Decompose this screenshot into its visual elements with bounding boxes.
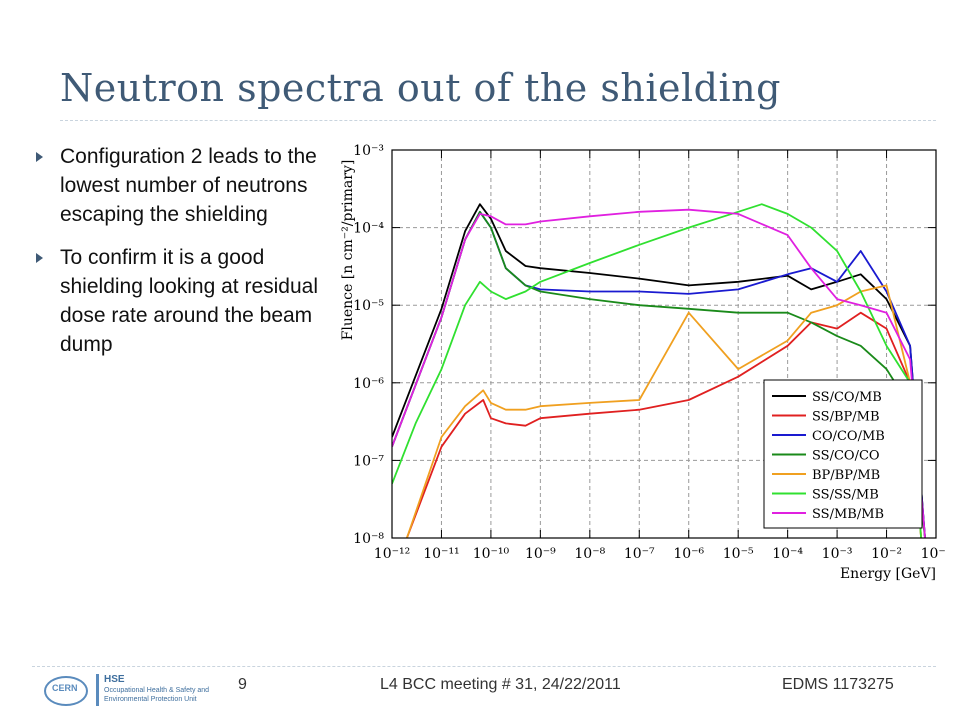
y-tick-label: 10⁻³ <box>353 143 384 159</box>
legend-label: SS/MB/MB <box>812 507 884 522</box>
x-tick-label: 10⁻⁷ <box>624 546 655 562</box>
page-number: 9 <box>238 676 247 693</box>
title-divider <box>60 120 936 121</box>
x-tick-label: 10⁻¹ <box>921 546 946 562</box>
y-tick-label: 10⁻⁶ <box>353 376 384 392</box>
cern-logo-text: CERN <box>52 683 78 693</box>
x-tick-label: 10⁻³ <box>822 546 853 562</box>
bullet-text: Configuration 2 leads to the lowest numb… <box>60 145 317 226</box>
x-tick-label: 10⁻⁹ <box>525 546 556 562</box>
x-tick-label: 10⁻⁶ <box>673 546 704 562</box>
meeting-label: L4 BCC meeting # 31, 24/22/2011 <box>380 676 621 693</box>
legend-label: SS/CO/MB <box>812 390 882 405</box>
x-tick-label: 10⁻¹⁰ <box>473 546 510 562</box>
cern-logo-icon <box>44 676 88 706</box>
y-tick-label: 10⁻⁷ <box>353 453 384 469</box>
legend-label: BP/BP/MB <box>812 468 880 483</box>
x-axis-label: Energy [GeV] <box>840 566 936 582</box>
series-line-ss-mb-mb <box>392 208 926 538</box>
legend-label: SS/SS/MB <box>812 488 879 503</box>
neutron-spectra-chart: 10⁻¹² 10⁻¹¹ 10⁻¹⁰ 10⁻⁹ 10⁻⁸ 10⁻⁷ 10⁻⁶ 10⁻⁵ 10⁻⁴ 1… <box>340 143 946 582</box>
x-tick-label: 10⁻¹¹ <box>423 546 459 562</box>
bullet-list: Configuration 2 leads to the lowest numb… <box>32 142 332 373</box>
series-line-ss-bp-mb <box>406 311 922 538</box>
x-tick-label: 10⁻⁵ <box>723 546 754 562</box>
x-tick-label: 10⁻¹² <box>374 546 410 562</box>
legend-label: SS/BP/MB <box>812 410 880 425</box>
triangle-bullet-icon <box>36 253 43 263</box>
y-tick-label: 10⁻⁸ <box>353 531 384 547</box>
series-line-ss-co-mb <box>392 203 926 538</box>
x-tick-label: 10⁻⁸ <box>574 546 605 562</box>
hse-logo-subtext: Occupational Health & Safety and Environ… <box>104 687 210 703</box>
bullet-text: To confirm it is a good shielding lookin… <box>60 246 318 356</box>
y-tick-label: 10⁻⁵ <box>353 298 384 314</box>
bullet-item: Configuration 2 leads to the lowest numb… <box>32 142 332 229</box>
slide-title: Neutron spectra out of the shielding <box>60 66 781 110</box>
hse-logo-text: HSE <box>104 674 125 685</box>
y-axis-label: Fluence [n cm⁻²/primary] <box>340 160 356 341</box>
hse-logo: CERN HSE Occupational Health & Safety an… <box>40 672 250 710</box>
footer-divider <box>32 666 936 667</box>
x-tick-label: 10⁻⁴ <box>772 546 803 562</box>
legend-label: SS/CO/CO <box>812 449 880 464</box>
x-tick-label: 10⁻² <box>871 546 902 562</box>
edms-label: EDMS 1173275 <box>782 676 894 693</box>
plot-frame <box>391 149 937 539</box>
triangle-bullet-icon <box>36 152 43 162</box>
y-tick-label: 10⁻⁴ <box>353 221 384 237</box>
logo-divider <box>96 674 99 706</box>
series-line-ss-ss-mb <box>392 203 922 538</box>
bullet-item: To confirm it is a good shielding lookin… <box>32 243 332 359</box>
series-line-ss-co-co <box>392 210 926 538</box>
legend-label: CO/CO/MB <box>812 429 885 444</box>
